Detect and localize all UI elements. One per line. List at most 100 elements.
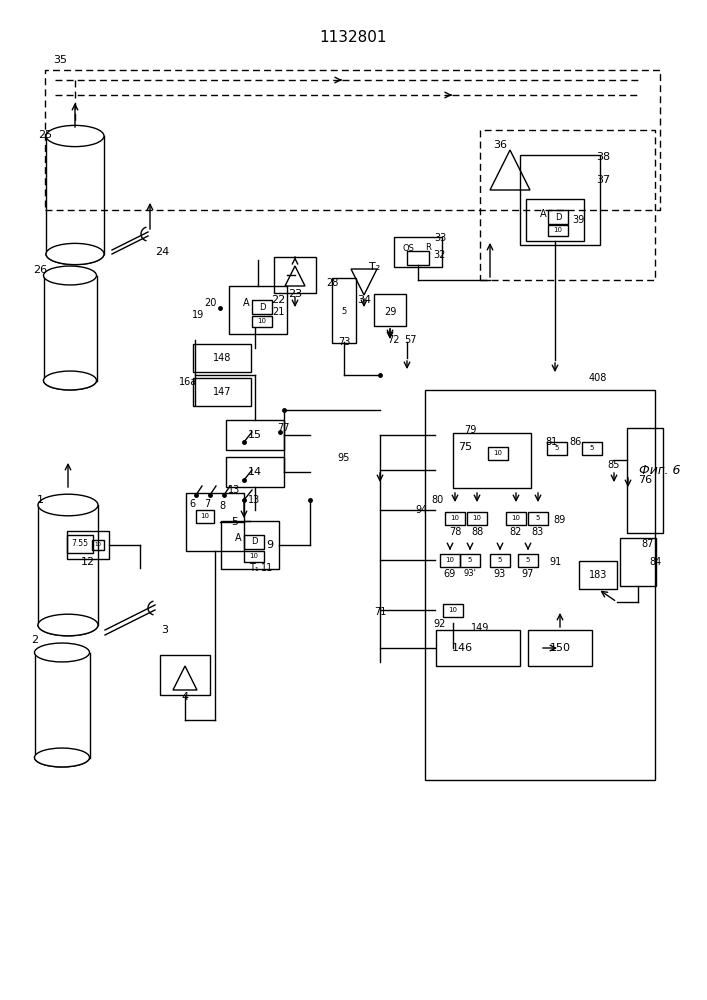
Text: 92: 92 [434, 619, 446, 629]
Text: 150: 150 [549, 643, 571, 653]
Text: 72: 72 [387, 335, 399, 345]
Text: 149: 149 [471, 623, 489, 633]
Bar [274, 257, 316, 293]
Text: 5: 5 [498, 557, 502, 563]
Ellipse shape [38, 614, 98, 636]
Text: 1: 1 [37, 495, 44, 505]
Text: 38: 38 [596, 152, 610, 162]
Bar [244, 535, 264, 549]
Bar [193, 344, 251, 372]
Bar [528, 630, 592, 666]
Ellipse shape [35, 748, 90, 767]
Text: 12: 12 [81, 557, 95, 567]
Text: 97: 97 [522, 569, 534, 579]
Text: 13: 13 [248, 495, 260, 505]
Bar [445, 512, 465, 524]
Text: 86: 86 [570, 437, 582, 447]
Bar [582, 442, 602, 454]
Bar [548, 225, 568, 235]
Text: 147: 147 [213, 387, 231, 397]
Text: 23: 23 [288, 289, 302, 299]
Text: 10: 10 [450, 515, 460, 521]
Bar [627, 428, 663, 532]
Text: A: A [235, 533, 241, 543]
Text: 77: 77 [276, 423, 289, 433]
Bar [229, 286, 287, 334]
Text: 85: 85 [608, 460, 620, 470]
Text: 37: 37 [596, 175, 610, 185]
Text: 87: 87 [642, 539, 654, 549]
Text: 10: 10 [257, 318, 267, 324]
Text: 13: 13 [228, 485, 240, 495]
Text: 75: 75 [458, 442, 472, 452]
Bar [196, 510, 214, 522]
Bar [425, 390, 655, 780]
Text: 5: 5 [526, 557, 530, 563]
Text: 183: 183 [589, 570, 607, 580]
Text: 408: 408 [589, 373, 607, 383]
Text: 6: 6 [189, 499, 195, 509]
Text: 5: 5 [555, 445, 559, 451]
Text: 1132801: 1132801 [320, 30, 387, 45]
Bar [186, 493, 244, 551]
Bar [579, 561, 617, 589]
Bar [490, 554, 510, 566]
Text: 82: 82 [510, 527, 522, 537]
Text: 10: 10 [472, 515, 481, 521]
Text: 10: 10 [511, 515, 520, 521]
Text: 10: 10 [448, 607, 457, 613]
Bar [226, 457, 284, 487]
Bar [548, 210, 568, 224]
Bar [443, 603, 463, 616]
Text: 91: 91 [549, 557, 561, 567]
Text: 2: 2 [31, 635, 39, 645]
Ellipse shape [44, 371, 96, 390]
Text: 25: 25 [38, 130, 52, 140]
Text: QS: QS [402, 243, 414, 252]
Text: 34: 34 [357, 295, 371, 305]
Text: 5: 5 [468, 557, 472, 563]
Text: 21: 21 [271, 307, 284, 317]
Text: 79: 79 [464, 425, 477, 435]
Ellipse shape [35, 643, 90, 662]
Text: A: A [243, 298, 250, 308]
Text: 7.55: 7.55 [71, 538, 88, 548]
Text: 33: 33 [434, 233, 446, 243]
Text: 10: 10 [95, 542, 102, 548]
Text: 78: 78 [449, 527, 461, 537]
Bar [252, 300, 272, 314]
Text: 20: 20 [204, 298, 216, 308]
Bar [92, 540, 104, 550]
Text: R: R [425, 243, 431, 252]
Text: T₁: T₁ [249, 563, 259, 573]
Bar [440, 554, 460, 566]
Bar [221, 521, 279, 569]
Text: 35: 35 [53, 55, 67, 65]
Text: 94: 94 [416, 505, 428, 515]
Bar [436, 630, 520, 666]
Text: 26: 26 [33, 265, 47, 275]
Bar [506, 512, 526, 524]
Text: 32: 32 [434, 250, 446, 260]
Text: 24: 24 [155, 247, 169, 257]
Text: 5: 5 [590, 445, 594, 451]
Bar [67, 531, 109, 559]
Bar [193, 378, 251, 406]
Text: 5: 5 [231, 517, 238, 527]
Bar [252, 316, 272, 326]
Ellipse shape [46, 125, 104, 147]
Bar [407, 251, 429, 265]
Text: 148: 148 [213, 353, 231, 363]
Text: 28: 28 [326, 278, 338, 288]
Text: 10: 10 [554, 227, 563, 233]
Bar [488, 446, 508, 460]
Text: 3: 3 [161, 625, 168, 635]
Bar [526, 199, 584, 241]
Text: 89: 89 [554, 515, 566, 525]
Text: 84: 84 [650, 557, 662, 567]
Text: 93': 93' [464, 570, 477, 578]
Bar [520, 155, 600, 245]
Bar [460, 554, 480, 566]
Text: 39: 39 [572, 215, 584, 225]
Text: 93: 93 [494, 569, 506, 579]
